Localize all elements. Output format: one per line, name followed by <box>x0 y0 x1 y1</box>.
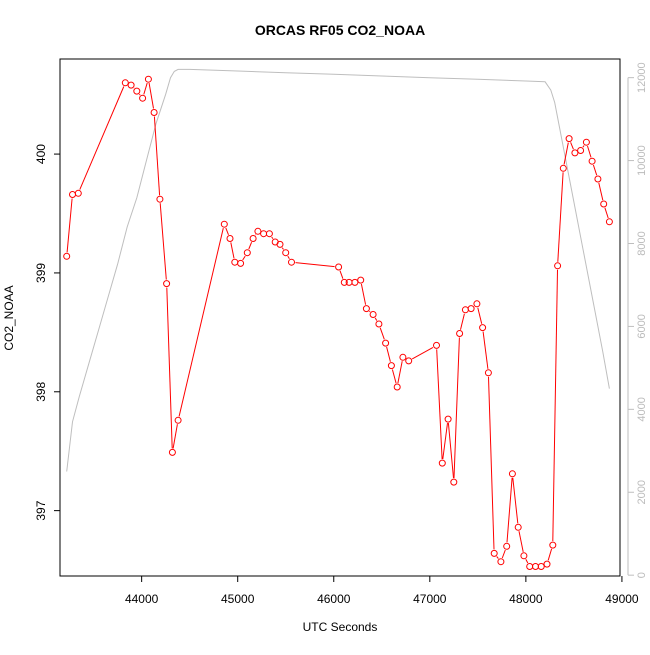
y-axis-label: CO2_NOAA <box>2 285 16 350</box>
right-tick-label: 2000 <box>636 480 648 504</box>
x-tick-label: 44000 <box>125 592 159 606</box>
y-tick-label: 397 <box>34 500 48 520</box>
y-tick-label: 400 <box>34 144 48 164</box>
right-tick-label: 0 <box>636 572 648 578</box>
x-tick-label: 46000 <box>317 592 351 606</box>
y-tick-label: 398 <box>34 381 48 401</box>
x-tick-label: 48000 <box>509 592 543 606</box>
co2-series-segment <box>369 311 370 312</box>
right-tick-label: 12000 <box>636 62 648 93</box>
right-tick-label: 10000 <box>636 145 648 176</box>
right-tick-label: 6000 <box>636 314 648 338</box>
x-tick-label: 45000 <box>221 592 255 606</box>
x-tick-label: 49000 <box>605 592 639 606</box>
x-tick-label: 47000 <box>413 592 447 606</box>
co2-series-segment <box>139 94 140 95</box>
right-tick-label: 4000 <box>636 397 648 421</box>
y-tick-label: 399 <box>34 263 48 283</box>
x-axis-label: UTC Seconds <box>303 620 378 634</box>
chart-title: ORCAS RF05 CO2_NOAA <box>255 22 425 38</box>
right-tick-label: 8000 <box>636 231 648 255</box>
